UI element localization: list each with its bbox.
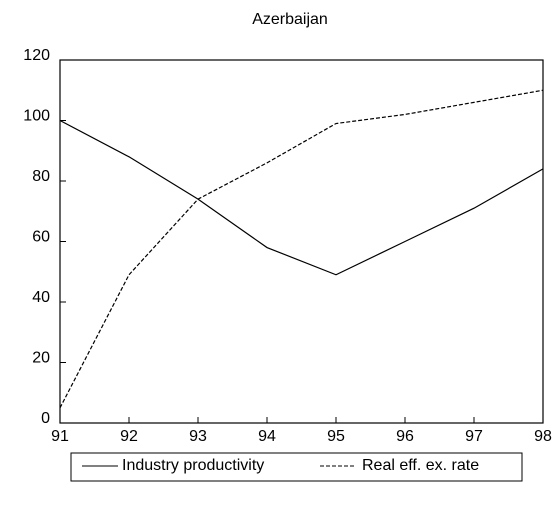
line-series (59, 89, 544, 409)
x-tick-label: 92 (120, 428, 138, 445)
x-tick-label: 97 (465, 428, 483, 445)
legend-label: Industry productivity (122, 457, 264, 474)
y-tick-label: 60 (32, 229, 50, 246)
y-tick-label: 0 (41, 410, 50, 427)
y-tick-label: 80 (32, 168, 50, 185)
y-tick-label: 20 (32, 350, 50, 367)
x-tick-label: 96 (396, 428, 414, 445)
x-tick-label: 98 (534, 428, 552, 445)
x-tick-label: 93 (189, 428, 207, 445)
y-tick-label: 40 (32, 289, 50, 306)
x-tick-label: 91 (51, 428, 69, 445)
plot-frame (59, 59, 544, 424)
x-tick-label: 94 (258, 428, 276, 445)
chart-title: Azerbaijan (252, 11, 328, 28)
legend-box (70, 452, 523, 482)
x-tick-label: 95 (327, 428, 345, 445)
line-series (59, 119, 544, 276)
y-tick-label: 120 (23, 47, 50, 64)
y-tick-label: 100 (23, 108, 50, 125)
legend-label: Real eff. ex. rate (362, 457, 479, 474)
